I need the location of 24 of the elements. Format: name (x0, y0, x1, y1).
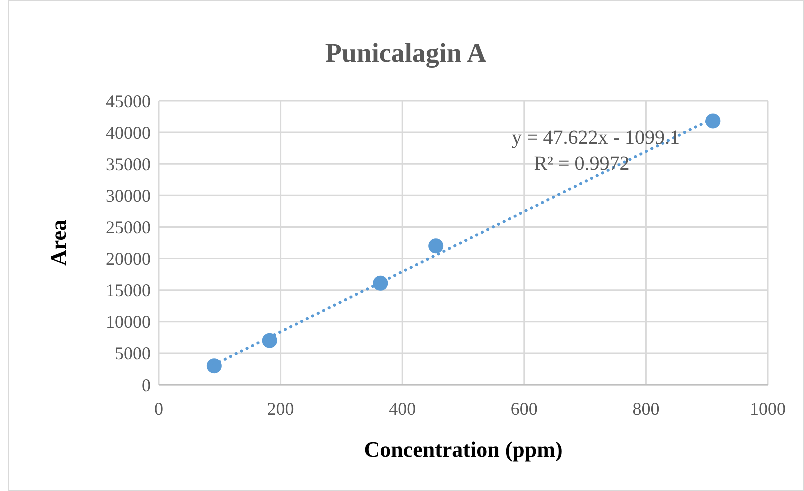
y-axis-title: Area (46, 220, 71, 266)
point (706, 114, 721, 129)
y-tick-label: 15000 (106, 280, 151, 301)
y-tick-label: 25000 (106, 218, 151, 238)
chart-title: Punicalagin A (325, 38, 488, 68)
x-tick-label: 0 (154, 399, 164, 419)
y-tick-label: 20000 (106, 249, 151, 270)
point (373, 276, 388, 291)
y-tick-label: 40000 (106, 122, 151, 143)
y-tick-label: 45000 (106, 91, 151, 112)
x-tick-label: 1000 (750, 399, 786, 419)
y-tick-label: 30000 (106, 186, 151, 206)
point (206, 358, 222, 374)
y-tick-label: 0 (142, 375, 151, 396)
x-tick-label: 200 (267, 399, 294, 419)
y-tick-label: 5000 (115, 344, 151, 364)
x-axis-title: Concentration (ppm) (364, 437, 563, 462)
point (428, 238, 444, 254)
annotation: R² = 0.9972 (534, 153, 630, 175)
x-tick-label: 800 (632, 399, 660, 419)
y-tick-label: 10000 (106, 312, 151, 332)
x-tick-label: 600 (510, 399, 538, 419)
x-tick-label: 400 (389, 399, 416, 419)
y-tick-label: 35000 (106, 154, 151, 174)
